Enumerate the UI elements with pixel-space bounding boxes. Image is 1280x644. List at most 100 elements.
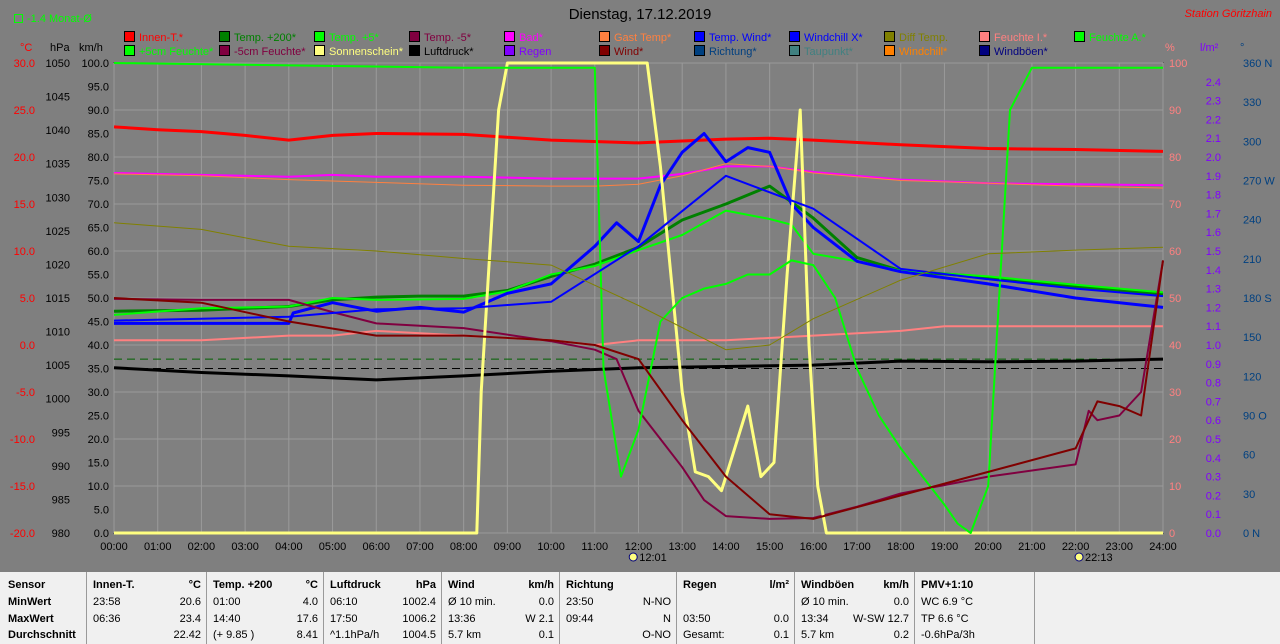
cell-value: 0.0: [893, 596, 909, 608]
tick-label-rain: 2.3: [1206, 96, 1221, 108]
tick-label-time: 09:00: [494, 541, 522, 553]
column-header: Luftdruck: [330, 579, 381, 591]
cell-value: 0.0: [773, 613, 789, 625]
tick-label-rain: 1.1: [1206, 321, 1221, 333]
tick-label-humidity: 90: [1169, 105, 1181, 117]
tick-label-rain: 1.9: [1206, 171, 1221, 183]
legend-item[interactable]: Luftdruck*: [409, 45, 474, 58]
legend-item[interactable]: Innen-T.*: [124, 31, 183, 44]
tick-label-wind: 10.0: [88, 481, 109, 493]
tick-label-time: 22:00: [1062, 541, 1090, 553]
cell-time: 13:36: [448, 613, 476, 625]
legend-item[interactable]: Richtung*: [694, 45, 757, 58]
tick-label-time: 07:00: [406, 541, 434, 553]
column-unit: km/h: [528, 579, 554, 591]
tick-label-temperature: 25.0: [14, 105, 35, 117]
tick-label-time: 19:00: [931, 541, 959, 553]
legend-item[interactable]: Temp. Wind*: [694, 31, 771, 44]
legend-item[interactable]: Regen: [504, 45, 551, 58]
month-average-label: -1.4 Monat-Ø: [27, 13, 92, 25]
tick-label-wind: 55.0: [88, 270, 109, 282]
cell-value: 0.1: [773, 629, 789, 641]
month-average-toggle[interactable]: -1.4 Monat-Ø: [14, 13, 92, 25]
weather-chart: 30.0 25.0 20.0 15.0 10.0 5.0 0.0 -5.0 -10.0 -15.0…: [10, 58, 1275, 564]
stats-column: Richtung 23:50 N-NO 09:44 N O-NO: [559, 572, 677, 644]
tick-label-wind: 95.0: [88, 82, 109, 94]
legend-label: Temp. -5*: [424, 32, 472, 44]
checkbox-icon[interactable]: [14, 14, 23, 23]
legend-item[interactable]: Bad*: [504, 31, 543, 44]
legend-item[interactable]: Temp. +200*: [219, 31, 296, 44]
tick-label-direction: 240: [1243, 215, 1261, 227]
cell-value: N-NO: [642, 596, 671, 608]
legend-item[interactable]: Temp. +5*: [314, 31, 379, 44]
legend-item[interactable]: Feuchte I.*: [979, 31, 1047, 44]
tick-label-wind: 70.0: [88, 199, 109, 211]
sun-marker-icon: [628, 552, 638, 562]
legend-item[interactable]: Taupunkt*: [789, 45, 853, 58]
legend-item[interactable]: Windböen*: [979, 45, 1048, 58]
tick-label-rain: 0.5: [1206, 434, 1221, 446]
tick-label-pressure: 1040: [46, 125, 70, 137]
tick-label-pressure: 1025: [46, 226, 70, 238]
legend-label: Innen-T.*: [139, 32, 184, 44]
legend-label: -5cm Feuchte*: [234, 46, 306, 58]
tick-label-temperature: -20.0: [10, 528, 35, 540]
legend-label: Windböen*: [994, 46, 1048, 58]
series-line: [114, 325, 1163, 346]
tick-label-pressure: 1045: [46, 92, 70, 104]
tick-label-rain: 0.8: [1206, 378, 1221, 390]
tick-label-rain: 0.4: [1206, 453, 1221, 465]
tick-label-temperature: 5.0: [20, 293, 35, 305]
legend-label: Wind*: [614, 46, 644, 58]
tick-label-humidity: 60: [1169, 246, 1181, 258]
legend-item[interactable]: Sonnenschein*: [314, 45, 403, 58]
legend-item[interactable]: -5cm Feuchte*: [219, 45, 306, 58]
legend-swatch: [694, 45, 705, 56]
cell-time: Ø 10 min.: [448, 596, 496, 608]
chart-title: Dienstag, 17.12.2019: [568, 6, 712, 23]
legend-item[interactable]: Diff Temp.: [884, 31, 948, 44]
tick-label-pressure: 1005: [46, 360, 70, 372]
tick-label-rain: 1.2: [1206, 302, 1221, 314]
tick-label-pressure: 1030: [46, 192, 70, 204]
legend-item[interactable]: Windchill X*: [789, 31, 863, 44]
tick-label-rain: 0.3: [1206, 472, 1221, 484]
tick-label-wind: 85.0: [88, 129, 109, 141]
cell-time: 06:10: [330, 596, 358, 608]
legend-item[interactable]: Windchill*: [884, 45, 947, 58]
tick-label-direction: 60: [1243, 450, 1255, 462]
tick-label-time: 03:00: [231, 541, 259, 553]
series-group: [113, 61, 1164, 535]
legend-item[interactable]: +5cm Feuchte*: [124, 45, 213, 58]
tick-label-temperature: 0.0: [20, 340, 35, 352]
tick-label-direction: 330: [1243, 97, 1261, 109]
legend-item[interactable]: Gast Temp*: [599, 31, 671, 44]
legend-label: +5cm Feuchte*: [139, 46, 214, 58]
stats-column: Innen-T. °C 23:58 20.6 06:36 23.4 22.42: [86, 572, 207, 644]
tick-label-wind: 60.0: [88, 246, 109, 258]
legend-swatch: [884, 45, 895, 56]
tick-label-time: 02:00: [188, 541, 216, 553]
series-line: [113, 260, 1164, 520]
cell-time: 06:36: [93, 613, 121, 625]
cell-time: WC 6.9 °C: [921, 596, 974, 608]
tick-label-wind: 65.0: [88, 223, 109, 235]
legend-swatch: [314, 31, 325, 42]
cell-time: 5.7 km: [801, 629, 835, 641]
legend-label: Taupunkt*: [804, 46, 853, 58]
sun-marker-icon: [1074, 552, 1084, 562]
tick-label-direction: 360 N: [1243, 58, 1272, 70]
tick-label-rain: 1.6: [1206, 227, 1221, 239]
column-unit: l/m²: [769, 579, 789, 591]
chart-header: Dienstag, 17.12.2019 Station Göritzhain …: [0, 0, 1280, 60]
column-unit: km/h: [883, 579, 909, 591]
legend-swatch: [1074, 31, 1085, 42]
series-line: [113, 260, 1164, 520]
legend-item[interactable]: Wind*: [599, 45, 643, 58]
unit-degree: °: [1240, 42, 1245, 54]
tick-label-temperature: 20.0: [14, 152, 35, 164]
legend-item[interactable]: Feuchte A.*: [1074, 31, 1146, 44]
tick-label-wind: 35.0: [88, 364, 109, 376]
legend-item[interactable]: Temp. -5*: [409, 31, 471, 44]
